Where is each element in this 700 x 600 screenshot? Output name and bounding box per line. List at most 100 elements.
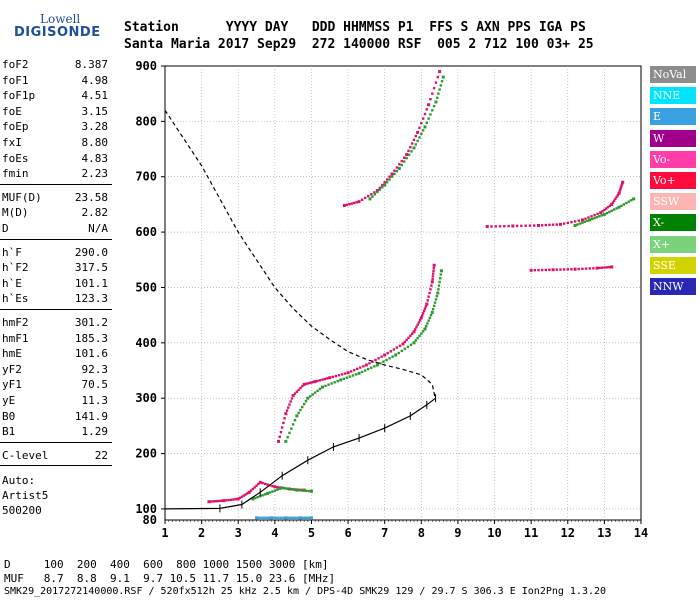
echo-point-e_layer_w: [274, 516, 278, 519]
param-value: 8.80: [81, 136, 109, 149]
echo-point-e_layer_w: [301, 516, 304, 519]
echo-point-oblique_o: [615, 195, 618, 199]
param-row: hmF1 185.3: [2, 332, 110, 346]
echo-point-f_layer_o: [401, 342, 405, 346]
echo-point-oblique_o: [540, 224, 544, 227]
echo-point-multi_x: [431, 109, 434, 112]
param-value: 141.9: [74, 409, 108, 423]
param-key: B1: [2, 425, 16, 439]
param-row: foF2 8.387: [2, 58, 110, 72]
echo-point-f_layer_o: [280, 426, 284, 429]
echo-point-oblique_x: [588, 218, 592, 222]
echo-point-multi_o: [373, 191, 376, 194]
echo-point-oblique_x: [615, 207, 618, 210]
echo-point-oblique_x: [595, 215, 599, 219]
echo-point-f_layer_o: [430, 284, 433, 287]
echo-point-oblique_o: [498, 225, 502, 228]
x-tick-label: 3: [235, 526, 242, 540]
echo-point-es_o: [207, 500, 211, 504]
echo-point-oblique_x: [573, 223, 577, 227]
echo-point-multi_x: [420, 132, 423, 136]
param-value: 70.5: [81, 378, 109, 392]
echo-point-f_layer_x: [439, 269, 443, 273]
param-value: 123.3: [74, 292, 108, 306]
echo-point-oblique_x: [625, 201, 628, 205]
echo-point-oblique_x: [605, 211, 609, 215]
echo-point-f_layer_x: [301, 405, 304, 409]
echo-point-oblique_o: [614, 197, 617, 201]
echo-point-f_layer_x: [311, 393, 314, 396]
echo-point-e_layer_w: [262, 516, 266, 519]
echo-point-f_layer_o: [418, 319, 422, 322]
echo-point-multi_x: [427, 117, 430, 120]
param-row: foEp 3.28: [2, 120, 110, 134]
echo-point-f_layer_o: [392, 348, 396, 351]
echo-point-oblique_low: [608, 265, 611, 269]
echo-point-f_layer_o: [432, 272, 435, 275]
echo-point-multi_o: [421, 117, 425, 120]
echo-point-oblique_low: [603, 266, 606, 269]
echo-point-oblique_o: [485, 225, 489, 229]
x-tick-label: 8: [418, 526, 425, 540]
echo-point-oblique_o: [605, 207, 608, 210]
echo-point-f_layer_o: [321, 378, 324, 381]
echo-point-f_layer_o: [432, 266, 436, 270]
echo-point-f_layer_o: [380, 355, 383, 358]
echo-point-oblique_o: [612, 199, 616, 202]
param-key: foF2: [2, 58, 29, 71]
echo-point-multi_o: [367, 194, 370, 198]
echo-point-oblique_x: [612, 208, 616, 211]
x-tick-label: 7: [381, 526, 388, 540]
echo-point-multi_o: [431, 92, 434, 95]
echo-point-f_layer_o: [410, 332, 414, 335]
param-row: foF1 4.98: [2, 74, 110, 88]
echo-point-es_o: [236, 497, 240, 501]
echo-point-f_layer_x: [313, 391, 317, 394]
echo-point-e_layer_w: [269, 516, 273, 520]
echo-point-multi_o: [407, 149, 410, 153]
echo-point-e_layer_w: [279, 516, 283, 519]
echo-point-f_layer_x: [423, 327, 427, 331]
echo-point-multi_o: [388, 175, 391, 178]
echo-point-oblique_low: [600, 266, 604, 269]
echo-point-multi_o: [345, 203, 349, 207]
echo-point-multi_o: [385, 178, 389, 181]
param-value: 3.28: [81, 120, 109, 134]
echo-point-f_layer_x: [432, 304, 436, 308]
echo-point-oblique_o: [562, 222, 566, 225]
x-tick-label: 12: [561, 526, 575, 540]
echo-point-f_layer_o: [374, 358, 377, 362]
echo-point-oblique_x: [600, 214, 604, 217]
echo-point-es_x: [298, 489, 301, 492]
param-key: foF1: [2, 73, 29, 87]
echo-point-oblique_o: [596, 212, 599, 216]
echo-point-oblique_o: [536, 223, 540, 227]
auto-line: Artist5: [2, 489, 49, 503]
echo-point-e_layer_w: [302, 516, 306, 519]
param-row: h`F2 317.5: [2, 261, 110, 275]
echo-point-multi_x: [393, 172, 396, 176]
y-tick-label-min: 80: [143, 513, 157, 527]
echo-point-es_x: [293, 488, 296, 491]
x-tick-label: 11: [524, 526, 538, 540]
muf-distance-table-d: D 100 200 400 600 800 1000 1500 3000 [km…: [4, 558, 329, 571]
param-row: h`F 290.0: [2, 246, 110, 260]
echo-point-multi_o: [405, 153, 409, 157]
echo-point-f_layer_o: [302, 382, 306, 386]
legend-item-nnw: NNW: [650, 278, 696, 295]
echo-point-f_layer_x: [284, 439, 288, 443]
echo-point-f_layer_x: [412, 341, 416, 345]
param-row: fxI 8.80: [2, 136, 110, 150]
echo-point-e_layer_w: [308, 516, 311, 519]
echo-point-f_layer_x: [309, 395, 312, 398]
echo-point-multi_o: [427, 103, 431, 107]
echo-point-f_layer_x: [291, 423, 295, 426]
echo-point-f_layer_o: [352, 368, 356, 372]
echo-point-f_layer_o: [290, 397, 294, 400]
echo-point-f_layer_o: [426, 299, 429, 302]
echo-point-e_layer_w: [287, 516, 290, 519]
echo-point-f_layer_x: [426, 322, 429, 325]
echo-point-es_o: [210, 500, 213, 503]
echo-point-oblique_low: [540, 268, 544, 272]
y-tick-label: 800: [135, 114, 157, 128]
